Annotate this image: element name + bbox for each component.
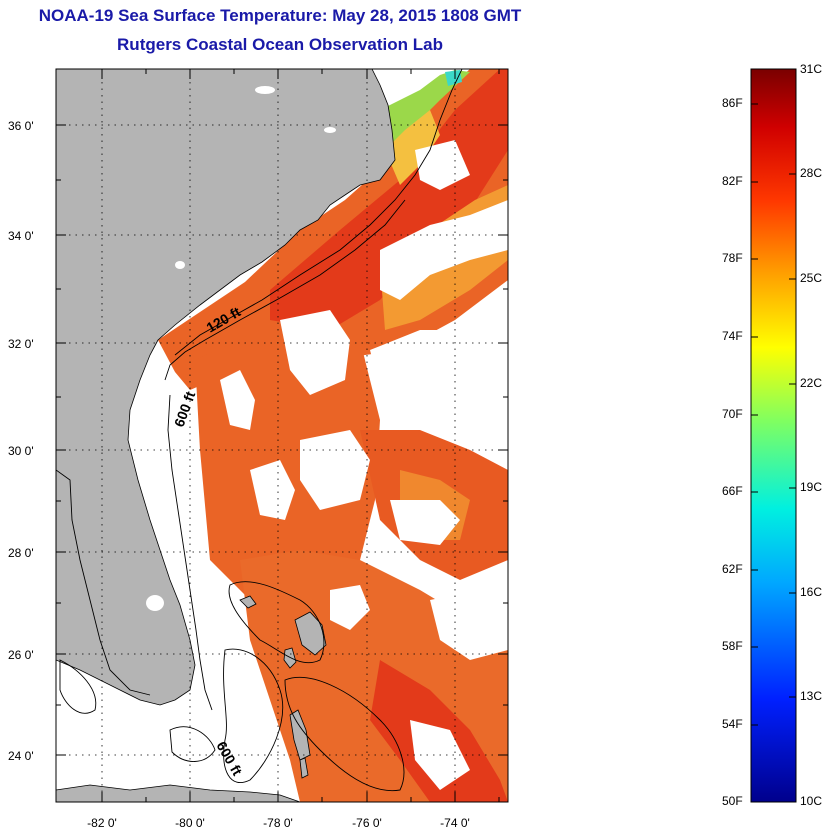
cb-label-c: 10C <box>800 794 823 808</box>
cb-label-c: 25C <box>800 271 823 285</box>
cb-label-c: 16C <box>800 585 823 599</box>
lat-label: 26 0' <box>8 648 34 662</box>
lon-label: -80 0' <box>175 816 205 830</box>
map-title: NOAA-19 Sea Surface Temperature: May 28,… <box>38 6 522 25</box>
cb-label-f: 82F <box>722 174 743 188</box>
cb-label-f: 74F <box>722 329 743 343</box>
cb-label-f: 54F <box>722 717 743 731</box>
cb-label-f: 86F <box>722 96 743 110</box>
cb-label-f: 62F <box>722 562 743 576</box>
lat-label: 34 0' <box>8 229 34 243</box>
inland-water <box>146 86 336 611</box>
cb-label-c: 31C <box>800 62 823 76</box>
colorbar <box>750 68 797 803</box>
cb-label-f: 70F <box>722 407 743 421</box>
lon-label: -82 0' <box>87 816 117 830</box>
cb-label-c: 22C <box>800 376 823 390</box>
map-border <box>55 68 509 803</box>
cb-label-f: 50F <box>722 794 743 808</box>
longitude-labels: -82 0' -80 0' -78 0' -76 0' -74 0' <box>87 816 470 830</box>
lat-label: 28 0' <box>8 546 34 560</box>
cb-label-f: 78F <box>722 251 743 265</box>
depth-contours <box>56 69 463 792</box>
land <box>56 69 396 802</box>
cb-label-f: 58F <box>722 639 743 653</box>
map-subtitle: Rutgers Coastal Ocean Observation Lab <box>117 35 443 54</box>
colorbar-ticks <box>751 103 796 726</box>
lon-label: -74 0' <box>440 816 470 830</box>
latitude-labels: 36 0' 34 0' 32 0' 30 0' 28 0' 26 0' 24 0… <box>8 119 34 763</box>
cb-label-c: 13C <box>800 689 823 703</box>
lat-label: 30 0' <box>8 444 34 458</box>
cb-label-f: 66F <box>722 484 743 498</box>
lat-label: 24 0' <box>8 749 34 763</box>
lon-label: -78 0' <box>263 816 293 830</box>
lat-label: 32 0' <box>8 337 34 351</box>
lat-label: 36 0' <box>8 119 34 133</box>
axis-ticks <box>56 69 508 802</box>
lon-label: -76 0' <box>352 816 382 830</box>
cb-label-c: 28C <box>800 166 823 180</box>
cb-label-c: 19C <box>800 480 823 494</box>
